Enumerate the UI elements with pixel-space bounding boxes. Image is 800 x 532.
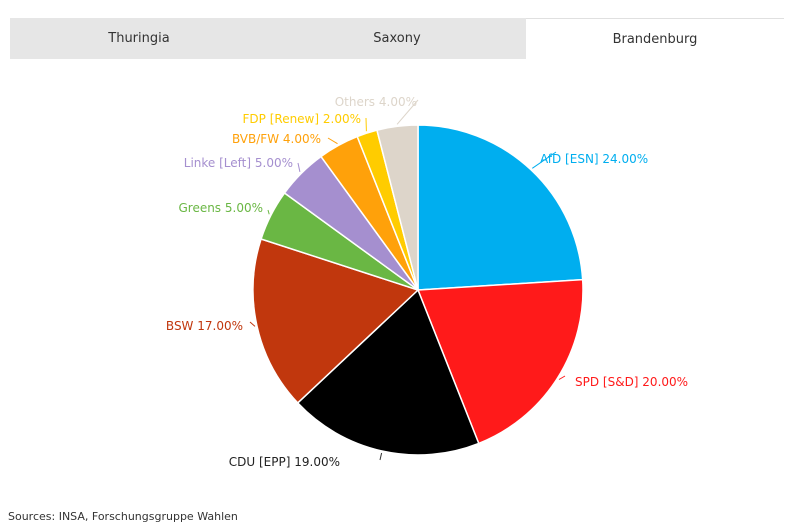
tab-thuringia[interactable]: Thuringia — [108, 31, 170, 46]
leader-line-0 — [532, 151, 557, 169]
pie-slice-2 — [296, 288, 480, 456]
slice-label-3: BSW 17.00% — [166, 319, 243, 333]
region-tabs: Thuringia Saxony Brandenburg — [10, 18, 784, 59]
slice-label-2: CDU [EPP] 19.00% — [229, 455, 340, 469]
leader-line-1 — [558, 375, 566, 380]
slice-label-7: FDP [Renew] 2.00% — [243, 112, 361, 126]
pie-chart: AfD [ESN] 24.00% SPD [S&D] 20.00% CDU [EPP… — [166, 95, 688, 469]
source-note: Sources: INSA, Forschungsgruppe Wahlen — [8, 510, 238, 523]
tab-brandenburg[interactable]: Brandenburg — [526, 18, 784, 59]
leader-line-2 — [379, 452, 383, 461]
slice-label-1: SPD [S&D] 20.00% — [575, 375, 688, 389]
slice-label-8: Others 4.00% — [335, 95, 417, 109]
leader-line-3 — [249, 321, 256, 327]
leader-line-8 — [396, 99, 419, 125]
leader-line-4 — [267, 209, 270, 215]
slice-label-0: AfD [ESN] 24.00% — [540, 152, 648, 166]
pie-slice-1 — [416, 278, 584, 445]
slice-label-5: Linke [Left] 5.00% — [184, 156, 293, 170]
tab-saxony[interactable]: Saxony — [373, 31, 421, 46]
leader-line-5 — [297, 162, 301, 173]
slice-label-6: BVB/FW 4.00% — [232, 132, 321, 146]
leader-line-6 — [327, 137, 338, 145]
pie-slice-3 — [252, 238, 420, 405]
slice-label-4: Greens 5.00% — [178, 201, 263, 215]
pie-slice-8 — [376, 124, 419, 291]
pie-slice-0 — [417, 124, 584, 291]
